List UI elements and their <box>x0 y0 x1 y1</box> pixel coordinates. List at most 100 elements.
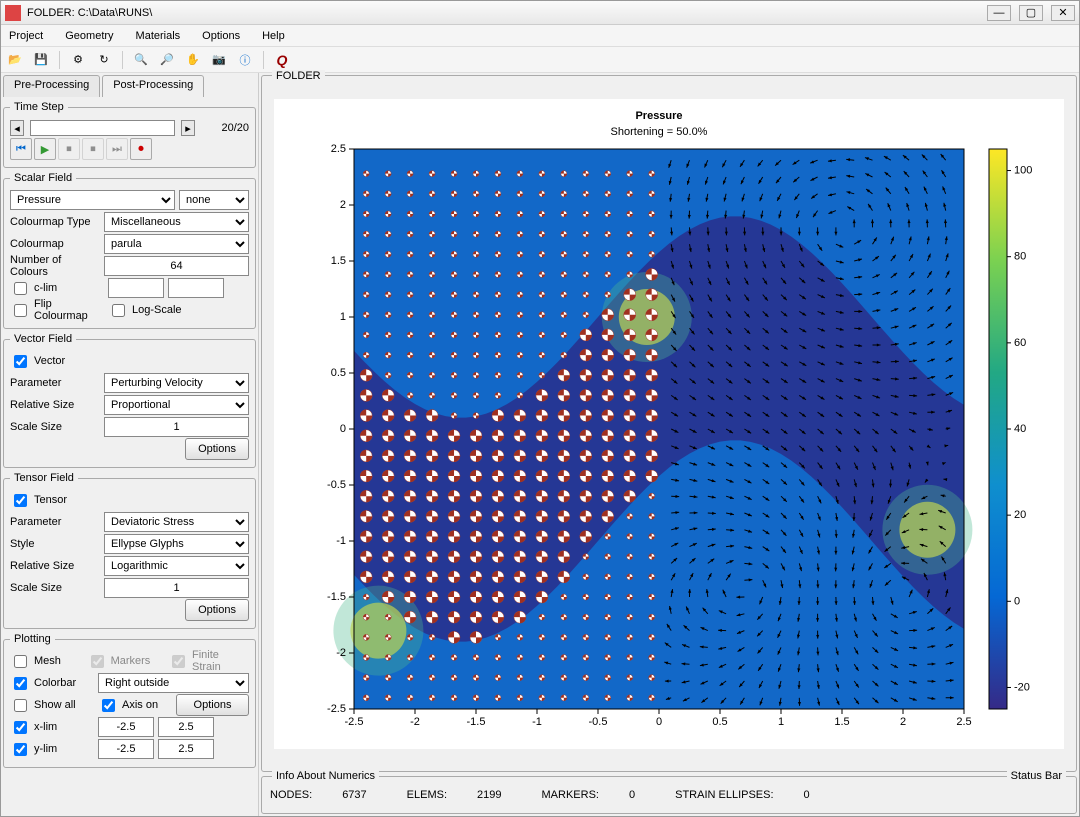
play-first-button[interactable]: ⏮ <box>10 138 32 160</box>
clim-checkbox[interactable] <box>14 282 27 295</box>
pressure-chart: PressureShortening = 50.0%-2.5-2-1.5-1-0… <box>274 99 1064 749</box>
menu-help[interactable]: Help <box>258 28 289 44</box>
vector-scale-input[interactable] <box>104 417 249 437</box>
menu-project[interactable]: Project <box>5 28 47 44</box>
ylim-checkbox[interactable] <box>14 743 27 756</box>
tensor-scale-input[interactable] <box>104 578 249 598</box>
toolbar: 📂 💾 ⚙ ↻ 🔍 🔎 ✋ 📷 ⓘ Q <box>1 47 1079 73</box>
tensor-checkbox[interactable] <box>14 494 27 507</box>
menubar: Project Geometry Materials Options Help <box>1 25 1079 47</box>
menu-options[interactable]: Options <box>198 28 244 44</box>
vector-checkbox[interactable] <box>14 355 27 368</box>
svg-text:-2: -2 <box>336 647 346 659</box>
infobar-legend: Info About Numerics <box>272 770 379 782</box>
vectorfield-group: Vector Field Vector Parameter Perturbing… <box>3 333 256 468</box>
vector-param-select[interactable]: Perturbing Velocity <box>104 373 249 393</box>
scalarfield-group: Scalar Field Pressure none Colourmap Typ… <box>3 172 256 329</box>
gear1-icon[interactable]: ⚙ <box>68 50 88 70</box>
gear2-icon[interactable]: ↻ <box>94 50 114 70</box>
svg-text:1: 1 <box>340 311 346 323</box>
tensorfield-legend: Tensor Field <box>10 472 78 484</box>
scalar-mode-select[interactable]: none <box>179 190 249 210</box>
scalar-field-select[interactable]: Pressure <box>10 190 175 210</box>
mesh-checkbox[interactable] <box>14 655 27 668</box>
play-p1-button[interactable]: ⏹ <box>82 138 104 160</box>
colorbar-pos-select[interactable]: Right outside <box>98 673 249 693</box>
svg-text:100: 100 <box>1014 164 1032 176</box>
scalarfield-legend: Scalar Field <box>10 172 76 184</box>
timestep-slider[interactable] <box>30 120 175 136</box>
q-icon[interactable]: Q <box>272 50 292 70</box>
axison-checkbox[interactable] <box>102 699 115 712</box>
svg-text:0: 0 <box>1014 595 1020 607</box>
window-title: FOLDER: C:\Data\RUNS\ <box>27 7 987 19</box>
ylim-lo-input[interactable] <box>98 739 154 759</box>
play-last-button[interactable]: ⏭ <box>106 138 128 160</box>
save-icon[interactable]: 💾 <box>31 50 51 70</box>
zoomout-icon[interactable]: 🔎 <box>157 50 177 70</box>
flip-colourmap-checkbox[interactable] <box>14 304 27 317</box>
timestep-display: 20/20 <box>199 122 249 134</box>
svg-text:-0.5: -0.5 <box>589 716 608 728</box>
colourmap-type-select[interactable]: Miscellaneous <box>104 212 249 232</box>
svg-text:0: 0 <box>656 716 662 728</box>
tensorfield-group: Tensor Field Tensor Parameter Deviatoric… <box>3 472 256 629</box>
snapshot-icon[interactable]: 📷 <box>209 50 229 70</box>
timestep-next-button[interactable]: ▸ <box>181 120 195 136</box>
tensor-style-select[interactable]: Ellypse Glyphs <box>104 534 249 554</box>
side-panel: Pre-Processing Post-Processing Time Step… <box>1 73 259 816</box>
svg-text:-2: -2 <box>410 716 420 728</box>
info-icon[interactable]: ⓘ <box>235 50 255 70</box>
clim-hi-input[interactable] <box>168 278 224 298</box>
record-button[interactable]: ⏺ <box>130 138 152 160</box>
tensor-options-button[interactable]: Options <box>185 599 249 621</box>
xlim-checkbox[interactable] <box>14 721 27 734</box>
xlim-hi-input[interactable] <box>158 717 214 737</box>
close-button[interactable]: ✕ <box>1051 5 1075 21</box>
vector-relsize-select[interactable]: Proportional <box>104 395 249 415</box>
colorbar-checkbox[interactable] <box>14 677 27 690</box>
menu-geometry[interactable]: Geometry <box>61 28 117 44</box>
statusbar-legend: Status Bar <box>1007 770 1066 782</box>
colourmap-select[interactable]: parula <box>104 234 249 254</box>
svg-text:2.5: 2.5 <box>331 143 346 155</box>
tab-postprocessing[interactable]: Post-Processing <box>102 75 204 97</box>
xlim-lo-input[interactable] <box>98 717 154 737</box>
menu-materials[interactable]: Materials <box>132 28 185 44</box>
titlebar: FOLDER: C:\Data\RUNS\ — ▢ ✕ <box>1 1 1079 25</box>
tensor-param-select[interactable]: Deviatoric Stress <box>104 512 249 532</box>
svg-text:2: 2 <box>340 199 346 211</box>
plot-panel: FOLDER PressureShortening = 50.0%-2.5-2-… <box>261 75 1077 772</box>
plotting-options-button[interactable]: Options <box>176 694 249 716</box>
timestep-prev-button[interactable]: ◂ <box>10 120 24 136</box>
clim-lo-input[interactable] <box>108 278 164 298</box>
maximize-button[interactable]: ▢ <box>1019 5 1043 21</box>
app-icon <box>5 5 21 21</box>
minimize-button[interactable]: — <box>987 5 1011 21</box>
svg-text:-1.5: -1.5 <box>467 716 486 728</box>
play-stop-button[interactable]: ⏹ <box>58 138 80 160</box>
info-bar: Info About Numerics Status Bar NODES:673… <box>261 776 1077 814</box>
pan-icon[interactable]: ✋ <box>183 50 203 70</box>
svg-text:60: 60 <box>1014 336 1026 348</box>
finitestrain-checkbox[interactable] <box>172 655 185 668</box>
zoomin-icon[interactable]: 🔍 <box>131 50 151 70</box>
open-icon[interactable]: 📂 <box>5 50 25 70</box>
svg-text:-1: -1 <box>336 535 346 547</box>
app-window: FOLDER: C:\Data\RUNS\ — ▢ ✕ Project Geom… <box>0 0 1080 817</box>
tab-preprocessing[interactable]: Pre-Processing <box>3 75 100 97</box>
markers-checkbox[interactable] <box>91 655 104 668</box>
svg-text:2: 2 <box>900 716 906 728</box>
svg-text:-0.5: -0.5 <box>327 479 346 491</box>
showall-checkbox[interactable] <box>14 699 27 712</box>
vector-options-button[interactable]: Options <box>185 438 249 460</box>
ncolours-input[interactable] <box>104 256 249 276</box>
tensor-relsize-select[interactable]: Logarithmic <box>104 556 249 576</box>
play-button[interactable]: ▶ <box>34 138 56 160</box>
svg-text:40: 40 <box>1014 423 1026 435</box>
svg-text:1: 1 <box>778 716 784 728</box>
logscale-checkbox[interactable] <box>112 304 125 317</box>
plotting-legend: Plotting <box>10 633 55 645</box>
svg-text:0: 0 <box>340 423 346 435</box>
ylim-hi-input[interactable] <box>158 739 214 759</box>
